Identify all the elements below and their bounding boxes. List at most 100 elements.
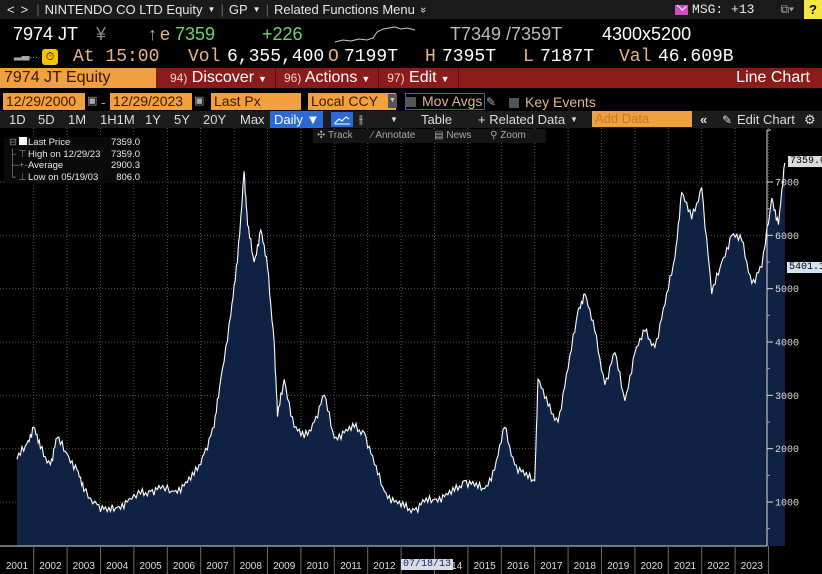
discover-menu[interactable]: 94) Discover ▼ — [162, 68, 276, 88]
svg-text:2019: 2019 — [607, 561, 630, 572]
legend-average: ├-+- Average 2900.3 — [9, 160, 140, 171]
open-label: O — [328, 47, 339, 67]
pencil-icon[interactable]: ✎ — [486, 94, 497, 109]
calendar-icon[interactable]: ▣ — [87, 95, 98, 107]
chart-toolbar: 1D 5D 1M 1H1M 1Y 5Y 20Y Max Daily ▼ ⫲ ▼ … — [0, 111, 822, 128]
period-5y[interactable]: 5Y — [174, 112, 190, 127]
svg-text:2017: 2017 — [540, 561, 563, 572]
key-events-checkbox[interactable]: Key Events — [509, 94, 596, 110]
time-label: At 15:00 — [73, 47, 160, 67]
add-data-input[interactable]: Add Data — [592, 111, 692, 127]
svg-text:2015: 2015 — [473, 561, 496, 572]
volume: 6,355,400 — [227, 47, 325, 67]
annotate-tool[interactable]: ⁄ Annotate — [371, 130, 416, 141]
svg-text:2022: 2022 — [707, 561, 730, 572]
frequency-select[interactable]: Daily ▼ — [270, 111, 324, 128]
window-icon[interactable]: ⧉▾ — [780, 2, 795, 16]
price-chart[interactable]: 1000 2000 3000 4000 5000 6000 7000 2001 2002 2003… — [0, 128, 822, 574]
value-label: Val — [619, 47, 652, 67]
currency: ¥ — [96, 23, 107, 44]
table-button[interactable]: Table — [421, 112, 453, 127]
low: 7187T — [540, 47, 595, 67]
date-range-row: 12/29/2000 ▣ - 12/29/2023 ▣ Last Px Loca… — [0, 93, 822, 110]
gear-icon[interactable]: ⚙ — [804, 111, 816, 127]
svg-text:2021: 2021 — [674, 561, 697, 572]
svg-text:2000: 2000 — [775, 445, 799, 456]
related-functions-menu[interactable]: Related Functions Menu — [273, 2, 415, 17]
currency-select[interactable]: Local CCY — [308, 93, 396, 110]
legend-high: ├ ⊤ High on 12/29/23 7359.0 — [9, 148, 140, 160]
svg-text:2002: 2002 — [39, 561, 62, 572]
security-field[interactable]: 7974 JT Equity — [0, 68, 156, 88]
related-data-button[interactable]: + Related Data — [478, 112, 566, 127]
back-button[interactable]: < — [7, 2, 15, 17]
svg-text:2010: 2010 — [306, 561, 329, 572]
divider: | — [220, 2, 224, 17]
period-1y[interactable]: 1Y — [145, 112, 161, 127]
mov-avgs-checkbox[interactable]: Mov Avgs — [405, 93, 486, 110]
track-tool[interactable]: ✣ Track — [317, 130, 353, 141]
chart-tools: ✣ Track ⁄ Annotate ▤ News ⚲ Zoom — [313, 129, 546, 143]
svg-text:2004: 2004 — [106, 561, 129, 572]
range-dash: - — [101, 93, 106, 110]
svg-text:2001: 2001 — [6, 561, 29, 572]
crosshair-date-tag: 07/18/13 — [401, 559, 454, 570]
chevron-down-icon: ▼ — [361, 74, 371, 84]
ticker: 7974 JT — [13, 23, 79, 44]
edit-chart-button[interactable]: Edit Chart — [737, 112, 795, 127]
checkbox-icon — [509, 97, 519, 108]
legend-low: └ ⊥ Low on 05/19/03 806.0 — [9, 171, 140, 183]
svg-text:2018: 2018 — [574, 561, 597, 572]
svg-text:2006: 2006 — [173, 561, 196, 572]
svg-text:3000: 3000 — [775, 392, 799, 403]
average-marker-icon: ├-+- — [9, 160, 28, 171]
high-label: H — [425, 47, 436, 67]
divider: | — [265, 2, 269, 17]
pencil-icon: ✎ — [722, 112, 733, 127]
period-20y[interactable]: 20Y — [203, 112, 227, 127]
edit-menu[interactable]: 97) Edit ▼ — [379, 68, 459, 88]
svg-text:2003: 2003 — [73, 561, 96, 572]
svg-text:2005: 2005 — [139, 561, 162, 572]
chevron-down-icon[interactable]: ▼ — [252, 5, 261, 14]
news-tool[interactable]: ▤ News — [434, 130, 472, 141]
period-max[interactable]: Max — [240, 112, 265, 127]
gauge-icon[interactable]: ⏱ — [42, 49, 58, 65]
legend-last-price[interactable]: ⊟ Last Price 7359.0 — [9, 137, 140, 149]
svg-text:5000: 5000 — [775, 285, 799, 296]
collapse-button[interactable]: « — [700, 112, 708, 127]
stats-row: ▂▃... ⏱ At 15:00 Vol 6,355,400 O 7199T H… — [0, 46, 822, 68]
help-button[interactable]: ? — [804, 0, 822, 19]
low-marker-icon: └ ⊥ — [9, 171, 27, 183]
period-1m[interactable]: 1M — [68, 112, 87, 127]
security-menu[interactable]: NINTENDO CO LTD Equity — [44, 2, 203, 17]
forward-button[interactable]: > — [20, 2, 29, 17]
svg-text:2020: 2020 — [640, 561, 663, 572]
function-menu[interactable]: GP — [228, 2, 248, 17]
svg-text:2007: 2007 — [206, 561, 229, 572]
start-date-input[interactable]: 12/29/2000 — [3, 93, 85, 110]
bid-ask-size: 4300x5200 — [602, 23, 692, 44]
zoom-tool[interactable]: ⚲ Zoom — [490, 130, 526, 141]
period-1h1m[interactable]: 1H1M — [100, 112, 135, 127]
last-price-tag: 7359.0 — [788, 156, 822, 167]
calendar-icon[interactable]: ▣ — [194, 95, 205, 107]
chevron-down-icon[interactable]: ▼ — [207, 5, 216, 14]
color-swatch-icon: ⊟ — [9, 137, 27, 149]
price-field-select[interactable]: Last Px — [211, 93, 301, 110]
envelope-icon — [675, 4, 689, 15]
end-date-input[interactable]: 12/29/2023 — [110, 93, 192, 110]
chevron-down-icon[interactable]: ▼ — [388, 94, 397, 108]
double-chevron-icon[interactable]: » — [416, 6, 429, 13]
line-chart-icon[interactable] — [331, 112, 353, 127]
svg-text:4000: 4000 — [775, 339, 799, 350]
chevron-down-icon[interactable]: ▼ — [390, 115, 398, 124]
actions-menu[interactable]: 96) Actions ▼ — [276, 68, 380, 88]
sparkline-icon — [334, 26, 416, 43]
bar-chart-icon[interactable]: ⫲ — [359, 112, 363, 126]
period-1d[interactable]: 1D — [9, 112, 26, 127]
messages-count: MSG: +13 — [692, 2, 755, 17]
messages-button[interactable]: MSG: +13 — [675, 2, 754, 17]
chevron-down-icon[interactable]: ▼ — [570, 115, 578, 124]
period-5d[interactable]: 5D — [38, 112, 55, 127]
